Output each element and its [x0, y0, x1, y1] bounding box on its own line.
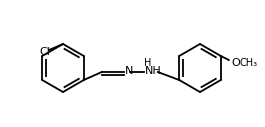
Text: Cl: Cl: [39, 47, 50, 57]
Text: CH₃: CH₃: [240, 58, 258, 68]
Text: N: N: [125, 66, 133, 76]
Text: NH: NH: [145, 66, 162, 76]
Text: O: O: [232, 58, 241, 68]
Text: H: H: [144, 58, 152, 68]
